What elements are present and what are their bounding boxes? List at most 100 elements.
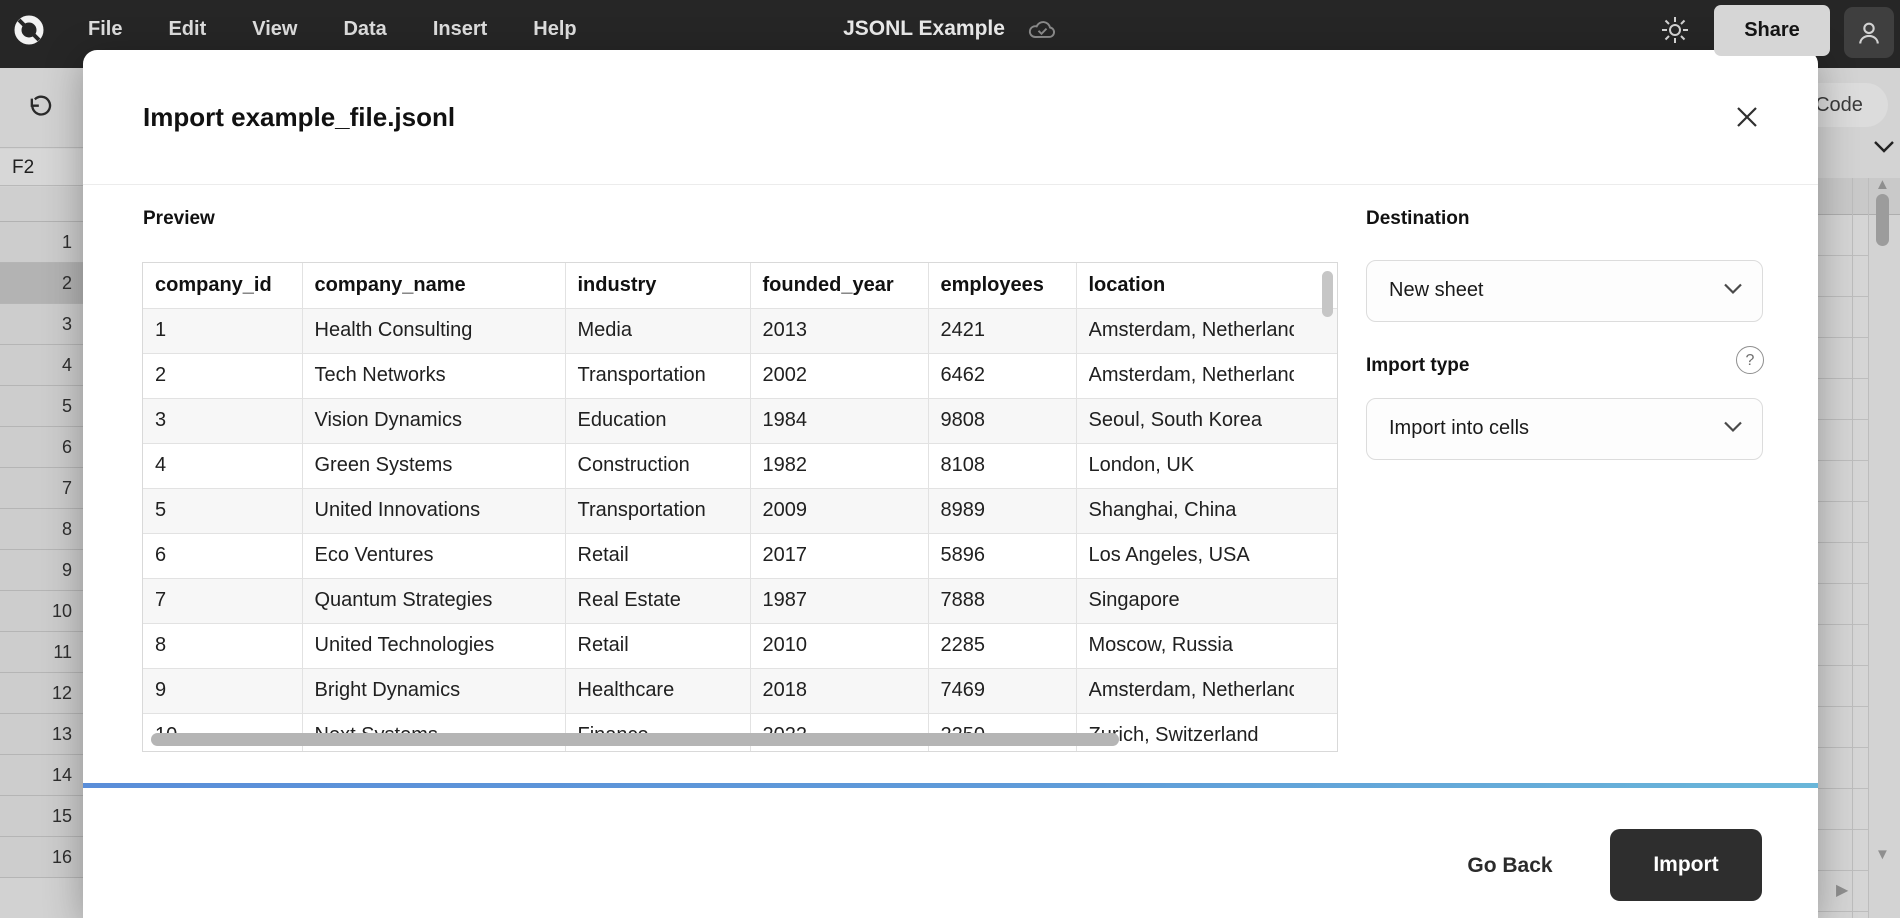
app-logo-icon[interactable] [12,13,46,47]
menu-bar: File Edit View Data Insert Help [88,0,577,58]
header-divider [83,184,1818,185]
row-header-4[interactable]: 4 [0,345,83,386]
row-header-13[interactable]: 13 [0,714,83,755]
menu-item-help[interactable]: Help [533,17,577,40]
table-cell: 7 [143,578,303,624]
table-cell: 8 [143,623,303,669]
row-header-7[interactable]: 7 [0,468,83,509]
preview-label: Preview [143,208,215,229]
vertical-scrollbar-thumb[interactable] [1876,194,1889,246]
import-type-label: Import type [1366,355,1470,376]
row-header-3[interactable]: 3 [0,304,83,345]
table-cell: 5896 [928,533,1077,579]
table-cell: Quantum Strategies [302,578,566,624]
preview-table: company_id company_name industry founded_ye… [143,263,1337,751]
menu-item-view[interactable]: View [252,17,298,40]
column-header-employees: employees [928,263,1077,309]
table-cell: Bright Dynamics [302,668,566,714]
row-header-9[interactable]: 9 [0,550,83,591]
table-cell: Education [565,398,751,444]
table-cell: 9 [143,668,303,714]
table-cell: 4 [143,443,303,489]
table-cell: 7469 [928,668,1077,714]
table-cell: Construction [565,443,751,489]
import-dialog: Import example_file.jsonl Preview compan… [83,50,1818,918]
table-cell: Eco Ventures [302,533,566,579]
scroll-up-arrow-icon[interactable]: ▲ [1875,176,1890,193]
table-vertical-scrollbar-thumb[interactable] [1322,271,1333,317]
table-cell: 8989 [928,488,1077,534]
cell-name-box[interactable]: F2 [0,149,83,186]
row-header-6[interactable]: 6 [0,427,83,468]
table-cell: 2421 [928,308,1077,354]
column-header-location: location [1076,263,1337,309]
row-header-8[interactable]: 8 [0,509,83,550]
sheet-right-strip: Code ▲ ▼ ▶ [1818,68,1900,918]
table-row: 5 United Innovations Transportation 2009 898… [143,488,1337,534]
row-header-11[interactable]: 11 [0,632,83,673]
table-cell: Real Estate [565,578,751,624]
person-icon [1859,22,1879,44]
import-type-value: Import into cells [1389,417,1530,439]
help-icon[interactable]: ? [1736,346,1764,374]
undo-icon[interactable] [26,94,54,122]
grid-line [1868,178,1869,918]
table-cell: Retail [565,623,751,669]
table-cell: Health Consulting [302,308,566,354]
row-header-16[interactable]: 16 [0,837,83,878]
import-type-select[interactable]: Import into cells [1366,398,1763,460]
scroll-down-arrow-icon[interactable]: ▼ [1875,846,1890,863]
table-cell: London, UK [1076,443,1337,489]
chevron-down-icon[interactable] [1873,140,1895,154]
accent-divider [83,783,1818,788]
go-back-button[interactable]: Go Back [1435,840,1585,892]
share-button[interactable]: Share [1714,5,1830,56]
table-cell: Transportation [565,353,751,399]
row-header-1[interactable]: 1 [0,222,83,263]
row-header-15[interactable]: 15 [0,796,83,837]
row-header-12[interactable]: 12 [0,673,83,714]
code-button[interactable]: Code [1818,83,1888,127]
row-header-10[interactable]: 10 [0,591,83,632]
table-cell: Green Systems [302,443,566,489]
menu-item-edit[interactable]: Edit [168,17,207,40]
row-header-2[interactable]: 2 [0,263,83,304]
table-cell: 2010 [750,623,929,669]
menu-item-insert[interactable]: Insert [432,17,488,40]
row-header-14[interactable]: 14 [0,755,83,796]
table-row: 9 Bright Dynamics Healthcare 2018 7469 Amster… [143,668,1337,714]
column-header-company_id: company_id [143,263,303,309]
menu-item-data[interactable]: Data [343,17,387,40]
table-row: 8 United Technologies Retail 2010 2285 Moscow… [143,623,1337,669]
table-cell: Zurich, Switzerland [1076,713,1337,751]
close-button[interactable] [1731,102,1763,134]
column-header-founded_year: founded_year [750,263,929,309]
row-header-5[interactable]: 5 [0,386,83,427]
table-cell: 7888 [928,578,1077,624]
account-button[interactable] [1844,7,1894,58]
scroll-right-arrow-icon[interactable]: ▶ [1836,882,1849,899]
table-cell: 1982 [750,443,929,489]
table-cell: Media [565,308,751,354]
cloud-check-icon [1028,21,1055,38]
table-cell: 2013 [750,308,929,354]
table-cell: Retail [565,533,751,579]
table-row: 3 Vision Dynamics Education 1984 9808 Seoul, … [143,398,1337,444]
menu-item-file[interactable]: File [88,17,123,40]
table-cell: 3 [143,398,303,444]
table-cell: Seoul, South Korea [1076,398,1337,444]
destination-select[interactable]: New sheet [1366,260,1763,322]
table-row: 4 Green Systems Construction 1982 8108 London… [143,443,1337,489]
sheet-corner-cell [0,187,83,222]
table-horizontal-scrollbar-thumb[interactable] [151,733,1119,746]
import-button[interactable]: Import [1610,829,1762,901]
table-cell: 1984 [750,398,929,444]
table-horizontal-scrollbar[interactable] [143,733,1337,747]
table-row: 7 Quantum Strategies Real Estate 1987 7888 Si… [143,578,1337,624]
preview-table-container: company_id company_name industry founded_ye… [142,262,1338,752]
document-title: JSONL Example [843,17,1005,40]
undo-zone [0,68,83,148]
table-cell: Singapore [1076,578,1337,624]
table-cell: 1987 [750,578,929,624]
sun-icon[interactable] [1660,15,1690,45]
